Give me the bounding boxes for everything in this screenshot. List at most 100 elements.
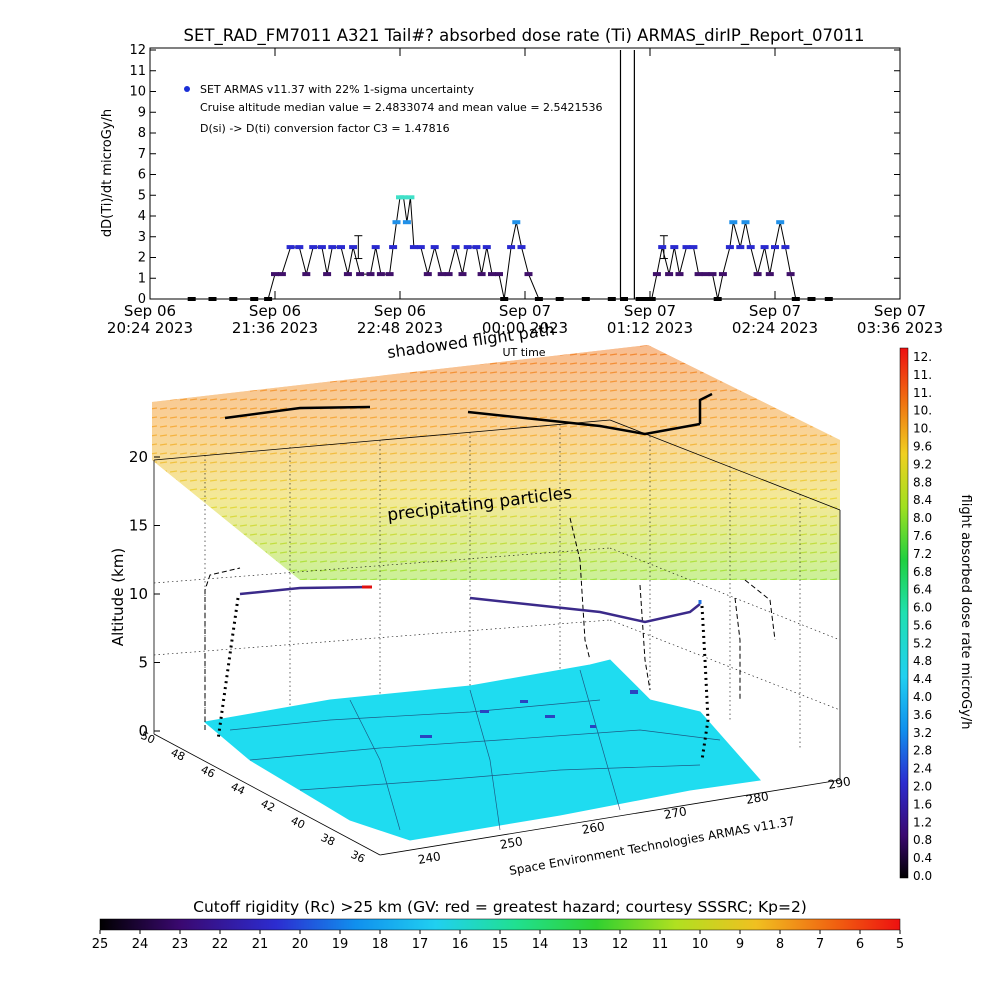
x-tick-label-time: 21:36 2023: [232, 319, 318, 337]
x-axis-label: UT time: [502, 346, 545, 359]
data-point: [488, 272, 496, 277]
data-point: [366, 272, 375, 277]
x-tick-label-date: Sep 06: [124, 302, 176, 320]
colorbar-tick-label: 7.6: [913, 529, 932, 543]
data-point: [343, 272, 352, 277]
x-tick-label-date: Sep 07: [499, 302, 551, 320]
colorbar-tick-label: 8.8: [913, 475, 932, 489]
rigidity-tick-label: 9: [736, 937, 744, 952]
data-point: [409, 245, 418, 250]
data-point: [402, 220, 411, 225]
data-point: [463, 245, 472, 250]
data-point: [271, 272, 279, 277]
x-tick-label-date: Sep 06: [374, 302, 426, 320]
data-point: [208, 297, 217, 301]
x-tick-label-date: Sep 07: [874, 302, 926, 320]
rigidity-tick-label: 6: [856, 937, 864, 952]
data-point: [416, 245, 425, 250]
data-point: [694, 272, 703, 277]
y-tick-label: 3: [138, 230, 146, 245]
rigidity-tick-label: 21: [252, 937, 269, 952]
data-point: [277, 272, 286, 277]
rigidity-tick-label: 25: [92, 937, 109, 952]
y-tick-label: 6: [138, 168, 146, 183]
data-point: [477, 272, 486, 277]
colorbar-tick-label: 2.4: [913, 762, 932, 776]
data-point: [635, 297, 644, 301]
y-tick-label: 1: [138, 271, 146, 286]
colorbar-tick-label: 6.4: [913, 583, 932, 597]
colorbar-tick-label: 4.8: [913, 654, 932, 668]
data-point: [451, 245, 460, 250]
rigidity-tick-label: 11: [652, 937, 669, 952]
data-point: [356, 272, 365, 277]
colorbar-tick-label: 9.2: [913, 457, 932, 471]
data-point: [607, 297, 616, 301]
data-point: [701, 272, 710, 277]
data-point: [264, 297, 273, 301]
flight-3d-scene: shadowed flight path precipitating parti…: [109, 320, 852, 878]
longitude-tick-label: 250: [499, 834, 524, 852]
longitude-tick-label: 290: [827, 774, 852, 792]
data-point: [430, 245, 439, 250]
climb-descent-columns: [216, 597, 710, 761]
longitude-tick-label: 240: [417, 849, 442, 867]
data-point: [725, 245, 734, 250]
data-point: [791, 297, 800, 301]
y-tick-label: 12: [129, 43, 146, 58]
data-point: [406, 195, 415, 200]
precipitating-particles-dash-overlay: [152, 345, 840, 580]
data-point: [736, 245, 745, 250]
data-point: [328, 245, 337, 250]
data-point: [665, 272, 674, 277]
data-point: [317, 245, 326, 250]
colorbar-label: flight absorbed dose rate microGy/h: [958, 495, 973, 730]
data-point: [765, 272, 774, 277]
y-tick-label: 0: [138, 292, 146, 307]
data-point: [781, 245, 790, 250]
latitude-tick-label: 36: [349, 848, 367, 866]
rigidity-tick-label: 5: [896, 937, 904, 952]
data-point: [670, 245, 679, 250]
chart-title: SET_RAD_FM7011 A321 Tail#? absorbed dose…: [183, 26, 864, 46]
y-tick-label: 11: [129, 64, 146, 79]
legend-marker: [184, 86, 190, 92]
latitude-tick-label: 46: [199, 763, 217, 781]
data-point: [534, 297, 543, 301]
colorbar-tick-label: 11.: [913, 386, 932, 400]
flight-path-3d: [239, 585, 702, 624]
y-tick-label: 4: [138, 209, 146, 224]
data-point: [658, 245, 667, 250]
data-point: [371, 245, 380, 250]
data-point: [295, 245, 304, 250]
map-water-features: [420, 690, 638, 738]
colorbar-tick-label: 3.6: [913, 708, 932, 722]
data-point: [302, 272, 311, 277]
data-point: [718, 272, 727, 277]
data-point: [713, 297, 722, 301]
precipitating-particles-layer: [152, 345, 840, 580]
latitude-tick-label: 50: [139, 729, 157, 747]
rigidity-tick-label: 15: [492, 937, 509, 952]
legend-entry: SET ARMAS v11.37 with 22% 1-sigma uncert…: [200, 83, 474, 96]
data-point: [753, 272, 762, 277]
colorbar-tick-label: 12.: [913, 350, 932, 364]
rigidity-tick-label: 22: [212, 937, 229, 952]
altitude-tick-label: 15: [129, 517, 148, 535]
latitude-tick-label: 42: [259, 797, 277, 815]
altitude-tick-label: 10: [129, 585, 148, 603]
colorbar-tick-label: 0.8: [913, 833, 932, 847]
data-point: [581, 297, 590, 301]
data-point: [437, 272, 446, 277]
data-point: [824, 297, 833, 301]
data-point: [771, 245, 779, 250]
x-tick-label-time: 20:24 2023: [107, 319, 193, 337]
data-point: [507, 245, 516, 250]
data-point: [741, 220, 750, 225]
ground-map-surface: [203, 659, 761, 841]
back-wall-grid: [153, 424, 841, 750]
rigidity-tick-label: 8: [776, 937, 784, 952]
data-point: [286, 245, 295, 250]
rigidity-label: Cutoff rigidity (Rc) >25 km (GV: red = g…: [193, 898, 807, 916]
colorbar-tick-label: 10.: [913, 422, 932, 436]
